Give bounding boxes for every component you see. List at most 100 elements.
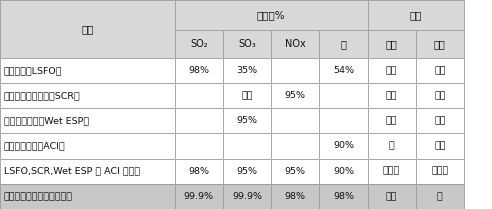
Text: 中等: 中等 xyxy=(386,66,398,75)
Bar xyxy=(368,83,416,108)
Text: 中等: 中等 xyxy=(434,91,446,100)
Bar xyxy=(175,0,368,31)
Text: 成本: 成本 xyxy=(409,10,422,20)
Bar xyxy=(0,108,175,133)
Bar xyxy=(416,184,464,209)
Bar xyxy=(368,83,416,108)
Bar xyxy=(175,58,223,83)
Text: 中等: 中等 xyxy=(386,192,398,201)
Text: 99.9%: 99.9% xyxy=(232,192,262,201)
Bar xyxy=(368,31,416,58)
Bar xyxy=(271,133,319,159)
Bar xyxy=(0,83,175,108)
Bar xyxy=(175,133,223,159)
Bar xyxy=(319,133,368,159)
Bar xyxy=(223,108,271,133)
Text: 运行: 运行 xyxy=(434,39,446,49)
Bar xyxy=(175,83,223,108)
Bar xyxy=(223,159,271,184)
Text: 湿静电分离法（Wet ESP）: 湿静电分离法（Wet ESP） xyxy=(4,116,89,125)
Bar xyxy=(416,159,464,184)
Bar xyxy=(175,31,223,58)
Text: 中等: 中等 xyxy=(434,116,446,125)
Bar xyxy=(271,58,319,83)
Bar xyxy=(223,31,271,58)
Bar xyxy=(368,0,464,31)
Bar xyxy=(416,83,464,108)
Bar xyxy=(223,133,271,159)
Bar xyxy=(416,31,464,58)
Text: 低: 低 xyxy=(389,141,395,150)
Bar xyxy=(0,184,175,209)
Text: 活性炭出入法（ACI）: 活性炭出入法（ACI） xyxy=(4,141,66,150)
Text: 石灰石法（LSFO）: 石灰石法（LSFO） xyxy=(4,66,62,75)
Bar xyxy=(0,108,175,133)
Bar xyxy=(271,159,319,184)
Bar xyxy=(319,159,368,184)
Bar xyxy=(319,58,368,83)
Text: 98%: 98% xyxy=(333,192,354,201)
Bar xyxy=(175,108,223,133)
Bar xyxy=(0,0,175,58)
Bar xyxy=(0,133,175,159)
Bar xyxy=(416,83,464,108)
Bar xyxy=(223,184,271,209)
Bar xyxy=(319,159,368,184)
Bar xyxy=(368,31,416,58)
Bar xyxy=(416,184,464,209)
Bar xyxy=(368,108,416,133)
Text: 98%: 98% xyxy=(285,192,306,201)
Bar xyxy=(223,133,271,159)
Bar xyxy=(416,58,464,83)
Text: 98%: 98% xyxy=(188,167,209,176)
Bar xyxy=(0,133,175,159)
Bar xyxy=(175,184,223,209)
Bar xyxy=(416,31,464,58)
Bar xyxy=(223,58,271,83)
Bar xyxy=(319,31,368,58)
Bar xyxy=(368,184,416,209)
Text: LSFO,SCR,Wet ESP 和 ACI 组合法: LSFO,SCR,Wet ESP 和 ACI 组合法 xyxy=(4,167,140,176)
Bar xyxy=(271,133,319,159)
Bar xyxy=(319,108,368,133)
Bar xyxy=(416,108,464,133)
Bar xyxy=(175,159,223,184)
Bar xyxy=(319,184,368,209)
Bar xyxy=(175,108,223,133)
Text: 95%: 95% xyxy=(237,167,257,176)
Bar xyxy=(0,159,175,184)
Bar xyxy=(223,31,271,58)
Text: SO₂: SO₂ xyxy=(190,39,208,49)
Text: 非常高: 非常高 xyxy=(431,167,449,176)
Text: 汞: 汞 xyxy=(340,39,346,49)
Text: NOx: NOx xyxy=(285,39,306,49)
Bar xyxy=(368,108,416,133)
Bar xyxy=(175,58,223,83)
Text: 选择性催化还原法（SCR）: 选择性催化还原法（SCR） xyxy=(4,91,81,100)
Text: 99.9%: 99.9% xyxy=(184,192,214,201)
Text: SO₃: SO₃ xyxy=(238,39,256,49)
Bar xyxy=(223,83,271,108)
Bar xyxy=(223,108,271,133)
Bar xyxy=(416,133,464,159)
Bar xyxy=(319,133,368,159)
Text: 极高: 极高 xyxy=(434,141,446,150)
Bar xyxy=(223,83,271,108)
Bar xyxy=(319,184,368,209)
Bar xyxy=(271,31,319,58)
Text: 95%: 95% xyxy=(237,116,257,125)
Bar xyxy=(0,58,175,83)
Bar xyxy=(223,184,271,209)
Bar xyxy=(175,0,368,31)
Text: 非常高: 非常高 xyxy=(383,167,400,176)
Bar xyxy=(223,58,271,83)
Text: 脱除率%: 脱除率% xyxy=(257,10,285,20)
Bar xyxy=(0,0,175,58)
Bar xyxy=(416,58,464,83)
Text: 中等: 中等 xyxy=(434,66,446,75)
Bar xyxy=(0,83,175,108)
Text: 90%: 90% xyxy=(333,167,354,176)
Text: 35%: 35% xyxy=(237,66,257,75)
Text: 54%: 54% xyxy=(333,66,354,75)
Bar xyxy=(271,108,319,133)
